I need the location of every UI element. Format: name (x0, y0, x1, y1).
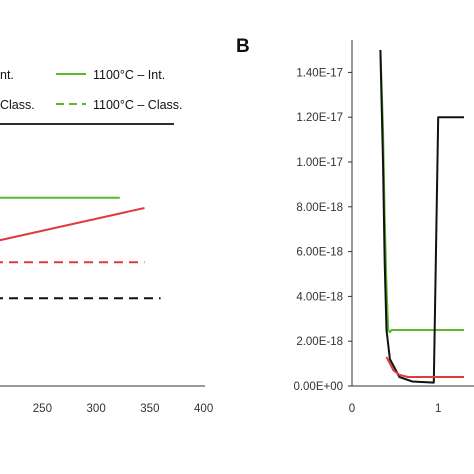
panel-b-y-tick-label: 4.00E-18 (296, 291, 343, 303)
panel-b-series-line-1 (379, 49, 464, 384)
panel-a-x-ticks: 250 300 350 400 (33, 403, 213, 415)
panel-b-y-tick-label: 0.00E+00 (293, 381, 343, 393)
panel-b-y-tick-label: 1.00E-17 (296, 157, 343, 169)
panel-a-series (0, 196, 161, 300)
panel-b-x-tick-label: 0 (349, 403, 355, 415)
panel-b-series-line-2 (385, 356, 464, 378)
panel-b-x-tick-label: 1 (435, 403, 441, 415)
panel-b-series (379, 49, 464, 384)
panel-a-x-tick-label: 250 (33, 403, 52, 415)
panel-b-letter: B (236, 36, 250, 57)
legend-label-black-class: Class. (0, 98, 35, 112)
panel-b-y-tick-label: 1.20E-17 (296, 112, 343, 124)
panel-b-y-ticks: 0.00E+00 2.00E-18 4.00E-18 6.00E-18 8.00E-18… (293, 67, 352, 393)
panel-b-y-tick-label: 6.00E-18 (296, 247, 343, 259)
panel-b-y-tick-label: 1.40E-17 (296, 67, 343, 79)
panel-b-y-tick-label: 8.00E-18 (296, 202, 343, 214)
legend-label-black-int: nt. (0, 68, 14, 82)
panel-b-series-line-0 (379, 49, 464, 334)
panel-a-x-tick-label: 400 (194, 403, 213, 415)
legend-label-green-class: 1100°C – Class. (93, 98, 183, 112)
panel-b-chart: 0.00E+00 2.00E-18 4.00E-18 6.00E-18 8.00E-18… (293, 40, 474, 415)
legend: nt. 1100°C – Int. Class. 1100°C – Class. (0, 68, 183, 125)
panel-b-y-tick-label: 2.00E-18 (296, 336, 343, 348)
panel-a-chart: 250 300 350 400 (0, 196, 213, 415)
legend-label-green-int: 1100°C – Int. (93, 68, 165, 82)
panel-a-x-tick-label: 300 (87, 403, 106, 415)
panel-a-series-line-1 (0, 207, 145, 242)
panel-a-x-tick-label: 350 (140, 403, 159, 415)
